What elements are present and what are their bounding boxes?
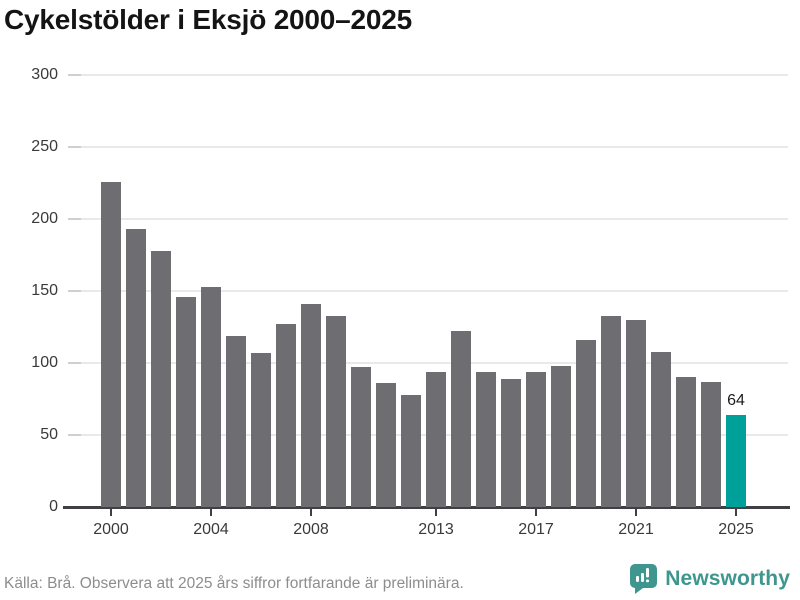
gridline (68, 218, 788, 220)
bar (575, 340, 597, 507)
bar (225, 335, 247, 507)
bar (500, 378, 522, 507)
x-axis-tick (110, 509, 112, 516)
bar (625, 319, 647, 507)
bar (200, 286, 222, 507)
newsworthy-logo-icon (629, 563, 658, 595)
x-axis-tick-label: 2008 (293, 521, 329, 538)
bar-value-label: 64 (727, 391, 745, 409)
bar (600, 315, 622, 507)
y-axis-tick (68, 290, 81, 292)
y-axis-tick-label: 300 (31, 66, 58, 83)
bar (100, 181, 122, 507)
bar (175, 296, 197, 507)
bar-highlight-2025 (725, 414, 747, 507)
bar (425, 371, 447, 507)
x-axis-tick (735, 509, 737, 516)
chart-title: Cykelstölder i Eksjö 2000–2025 (4, 4, 413, 35)
bar (325, 315, 347, 507)
x-axis-tick-label: 2000 (93, 521, 129, 538)
gridline (68, 146, 788, 148)
x-axis-tick (635, 509, 637, 516)
y-axis-tick (68, 362, 81, 364)
y-axis-tick (68, 434, 81, 436)
y-axis-tick-label: 250 (31, 138, 58, 155)
y-axis-tick (68, 74, 81, 76)
x-axis-tick (210, 509, 212, 516)
bar (650, 351, 672, 507)
x-axis-tick (535, 509, 537, 516)
x-axis-tick-label: 2017 (518, 521, 554, 538)
source-note: Källa: Brå. Observera att 2025 års siffr… (4, 575, 464, 592)
y-axis-tick-label: 200 (31, 210, 58, 227)
gridline (68, 290, 788, 292)
bar (400, 394, 422, 507)
x-axis-line (63, 506, 790, 509)
bar (450, 331, 472, 507)
y-axis-tick (68, 146, 81, 148)
bar (700, 381, 722, 507)
x-axis-tick (310, 509, 312, 516)
bar (150, 250, 172, 507)
y-axis-tick-label: 100 (31, 354, 58, 371)
bar (300, 304, 322, 507)
gridline (68, 362, 788, 364)
bar (125, 229, 147, 507)
x-axis-tick (435, 509, 437, 516)
y-axis-tick-label: 50 (40, 426, 58, 443)
newsworthy-brand: Newsworthy (629, 562, 790, 596)
x-axis-tick-label: 2025 (718, 521, 754, 538)
y-axis-tick-label: 150 (31, 282, 58, 299)
gridline (68, 74, 788, 76)
bar (475, 371, 497, 507)
bar (375, 383, 397, 507)
y-axis-tick-label: 0 (49, 498, 58, 515)
bar (275, 324, 297, 507)
bar (250, 352, 272, 507)
x-axis-tick-label: 2013 (418, 521, 454, 538)
bar (675, 377, 697, 507)
y-axis-tick (68, 218, 81, 220)
x-axis-tick-label: 2004 (193, 521, 229, 538)
bar (525, 371, 547, 507)
newsworthy-wordmark: Newsworthy (665, 567, 790, 590)
x-axis-tick-label: 2021 (618, 521, 654, 538)
bar (550, 365, 572, 507)
bar (350, 367, 372, 507)
